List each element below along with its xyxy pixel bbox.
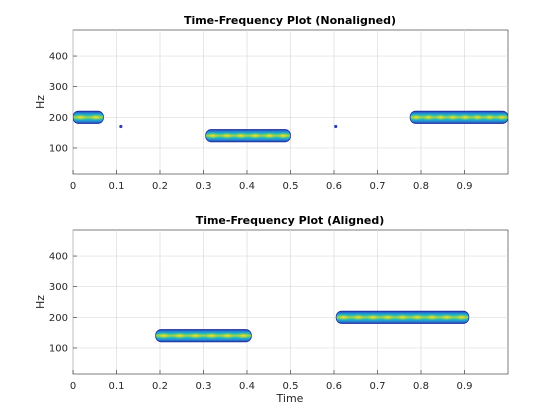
energy-peak [87,113,105,121]
y-axis-label: Hz [34,295,47,309]
chart-title: Time-Frequency Plot (Aligned) [196,214,385,227]
y-axis-label: Hz [34,95,47,109]
x-tick-label: 0.2 [152,181,168,192]
energy-peak [73,113,89,121]
energy-speck [334,124,338,129]
energy-peak [394,313,411,321]
energy-peak [409,313,426,321]
energy-peak [482,113,497,121]
energy-peak [409,113,423,121]
spectrogram [154,310,470,343]
energy-peak [470,113,485,121]
x-tick-label: 0.4 [239,381,255,392]
energy-peak [453,313,470,321]
x-tick-label: 0 [70,181,76,192]
x-tick-label: 0.4 [239,181,255,192]
energy-peak [379,313,396,321]
energy-peak [421,113,436,121]
y-tick-label: 100 [49,143,68,154]
energy-peak [423,313,441,321]
x-tick-labels: 0 0.1 0.2 0.3 0.4 0.5 0.6 0.7 0.8 0.9 [70,181,473,192]
energy-peak [446,113,460,121]
y-tick-labels: 100 200 300 400 [49,52,68,155]
energy-peak [364,313,382,321]
x-axis-label: Time [276,392,304,405]
energy-peak [202,332,221,340]
x-tick-label: 0.2 [152,381,168,392]
x-tick-label: 0 [70,381,76,392]
energy-peak [234,332,253,340]
y-tick-label: 100 [49,343,68,354]
y-tick-label: 200 [49,313,68,324]
y-tick-label: 200 [49,113,68,124]
grid-lines [72,30,508,174]
x-tick-label: 0.5 [283,381,299,392]
x-tick-label: 0.1 [109,181,125,192]
energy-peak [186,332,205,340]
energy-peak [433,113,448,121]
energy-peak [233,132,249,140]
y-tick-label: 400 [49,252,68,263]
spectrogram [73,110,508,143]
x-tick-label: 0.3 [196,181,212,192]
subplot-nonaligned: 0 0.1 0.2 0.3 0.4 0.5 0.6 0.7 0.8 0.9 100 200 300 40… [34,14,509,192]
x-tick-label: 0.7 [370,181,386,192]
energy-peak [438,313,455,321]
x-tick-labels: 0 0.1 0.2 0.3 0.4 0.5 0.6 0.7 0.8 0.9 [70,381,473,392]
energy-peak [495,113,508,121]
x-tick-label: 0.9 [457,181,473,192]
energy-peak [154,332,173,340]
subplot-aligned: 0 0.1 0.2 0.3 0.4 0.5 0.6 0.7 0.8 0.9 100 200 300 40… [34,214,509,405]
energy-peak [261,132,278,140]
energy-peak [219,132,235,140]
y-tick-label: 300 [49,282,68,293]
x-tick-label: 0.1 [109,381,125,392]
x-tick-label: 0.6 [326,381,342,392]
y-tick-label: 300 [49,82,68,93]
x-tick-label: 0.8 [413,381,429,392]
energy-speck [119,124,123,129]
energy-peak [247,132,263,140]
x-tick-label: 0.3 [196,381,212,392]
x-tick-label: 0.5 [283,181,299,192]
energy-peak [335,313,352,321]
y-tick-labels: 100 200 300 400 [49,252,68,355]
x-tick-label: 0.6 [326,181,342,192]
x-tick-label: 0.7 [370,381,386,392]
x-tick-label: 0.9 [457,381,473,392]
chart-title: Time-Frequency Plot (Nonaligned) [184,14,396,27]
y-tick-label: 400 [49,52,68,63]
energy-peak [350,313,367,321]
energy-peak [218,332,237,340]
x-tick-label: 0.8 [413,181,429,192]
energy-peak [458,113,472,121]
energy-peak [275,132,292,140]
energy-peak [204,132,221,140]
energy-peak [170,332,189,340]
